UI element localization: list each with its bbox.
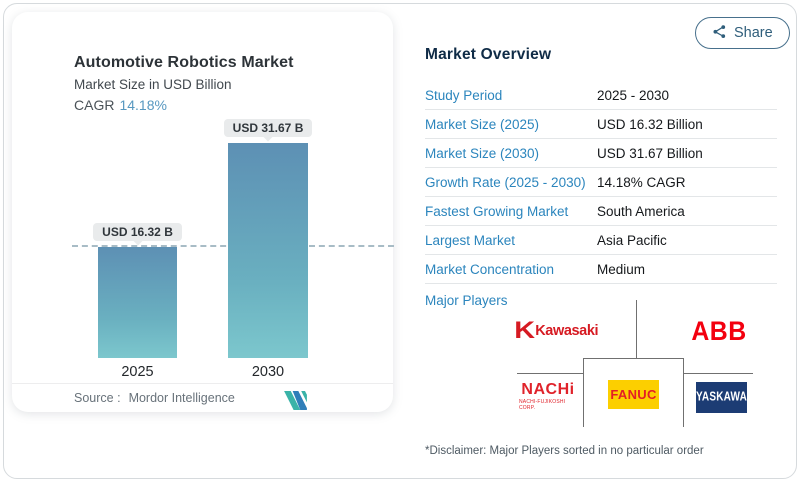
kawasaki-logo: K Kawasaki	[514, 316, 598, 346]
kawasaki-k-icon: K	[514, 317, 535, 344]
chart-title: Automotive Robotics Market	[74, 54, 294, 71]
kawasaki-wordmark: Kawasaki	[535, 323, 599, 339]
table-row: Market Size (2025) USD 16.32 Billion	[425, 110, 777, 139]
table-row: Market Concentration Medium	[425, 255, 777, 284]
bar-2025: USD 16.32 B	[93, 223, 182, 358]
table-row: Study Period 2025 - 2030	[425, 81, 777, 110]
market-overview-table: Study Period 2025 - 2030 Market Size (20…	[425, 81, 777, 284]
row-value: South America	[597, 203, 685, 219]
table-row: Growth Rate (2025 - 2030) 14.18% CAGR	[425, 168, 777, 197]
row-label: Largest Market	[425, 232, 516, 248]
row-label: Fastest Growing Market	[425, 203, 569, 219]
cagr-line: CAGR 14.18%	[74, 97, 167, 113]
bar-rect-2025[interactable]	[98, 247, 177, 358]
table-row: Largest Market Asia Pacific	[425, 226, 777, 255]
source-row: Source : Mordor Intelligence	[12, 383, 393, 412]
source-label: Source :	[74, 391, 121, 405]
row-value: Asia Pacific	[597, 232, 667, 248]
mordor-intelligence-logo-icon	[284, 391, 307, 413]
diagram-center-box	[583, 358, 684, 427]
disclaimer-text: *Disclaimer: Major Players sorted in no …	[425, 445, 704, 457]
diagram-left-line	[517, 373, 583, 374]
row-value: 2025 - 2030	[597, 87, 670, 103]
market-overview-section: Market Overview Study Period 2025 - 2030…	[425, 46, 777, 308]
cagr-value: 14.18%	[119, 97, 167, 113]
yaskawa-wordmark: YASKAWA	[695, 390, 748, 405]
abb-logo: ABB	[691, 313, 747, 349]
yaskawa-logo: YASKAWA	[696, 382, 747, 413]
diagram-stem-line	[636, 300, 637, 358]
fanuc-wordmark: FANUC	[610, 387, 657, 402]
bar-value-label-2030: USD 31.67 B	[223, 119, 313, 137]
row-value: USD 31.67 Billion	[597, 145, 703, 161]
row-label: Market Size (2030)	[425, 145, 540, 161]
table-row: Fastest Growing Market South America	[425, 197, 777, 226]
source-value: Mordor Intelligence	[128, 391, 235, 405]
share-button[interactable]: Share	[695, 17, 790, 49]
row-label: Study Period	[425, 87, 503, 103]
nachi-wordmark: NACHi	[521, 381, 575, 399]
cagr-label: CAGR	[74, 97, 115, 113]
bar-value-label-2025: USD 16.32 B	[93, 223, 182, 241]
diagram-right-line	[684, 373, 753, 374]
row-label: Market Concentration	[425, 261, 555, 277]
x-axis-label-2030: 2030	[251, 364, 285, 380]
chart-subtitle: Market Size in USD Billion	[74, 77, 232, 92]
abb-wordmark: ABB	[691, 315, 747, 346]
nachi-logo: NACHi NACHI-FUJIKOSHI CORP.	[519, 381, 577, 412]
row-value: Medium	[597, 261, 646, 277]
row-value: USD 16.32 Billion	[597, 116, 703, 132]
bar-2030: USD 31.67 B	[223, 119, 313, 358]
market-overview-title: Market Overview	[425, 46, 552, 63]
fanuc-logo: FANUC	[608, 380, 659, 409]
major-players-label: Major Players	[425, 293, 508, 308]
market-chart-card: Automotive Robotics Market Market Size i…	[12, 12, 394, 412]
row-label: Growth Rate (2025 - 2030)	[425, 174, 586, 190]
row-value: 14.18% CAGR	[597, 174, 686, 190]
nachi-subtext: NACHI-FUJIKOSHI CORP.	[519, 398, 566, 411]
table-row: Market Size (2030) USD 31.67 Billion	[425, 139, 777, 168]
bar-rect-2030[interactable]	[228, 143, 308, 358]
share-label: Share	[734, 25, 773, 41]
share-icon	[712, 24, 727, 43]
x-axis-label-2025: 2025	[121, 364, 154, 380]
row-label: Market Size (2025)	[425, 116, 540, 132]
